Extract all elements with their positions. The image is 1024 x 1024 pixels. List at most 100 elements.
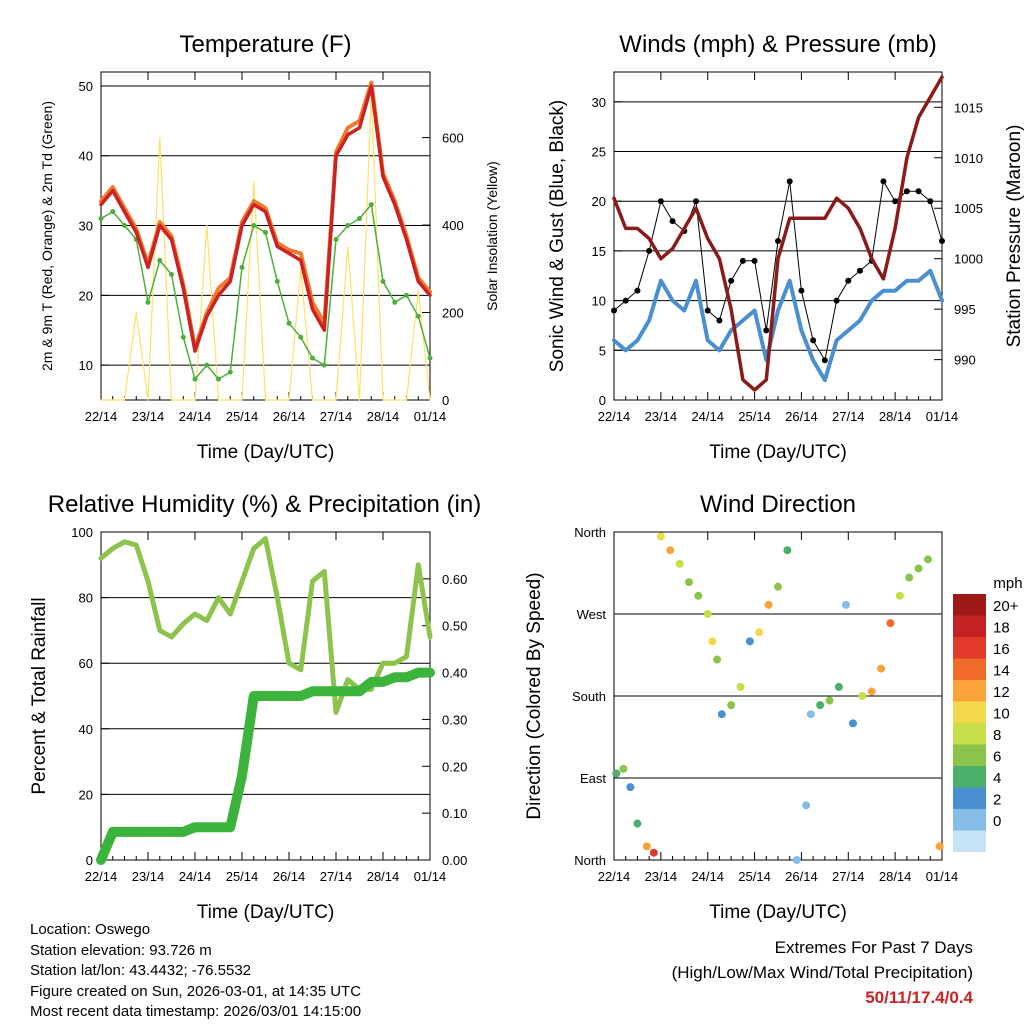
direction-point (802, 801, 811, 810)
direction-point (649, 848, 658, 857)
y-tick-label: 60 (79, 656, 93, 671)
y2-tick-label: 0.60 (442, 572, 467, 587)
latlon-text: Station lat/lon: 43.4432; -76.5532 (30, 962, 252, 979)
legend-label: 2 (993, 792, 1001, 809)
direction-point (774, 582, 782, 591)
gust-point (775, 237, 781, 244)
x-axis-label: Time (Day/UTC) (709, 442, 847, 463)
y2-tick-label: 995 (954, 302, 976, 317)
direction-point (841, 600, 850, 609)
direction-point (935, 842, 944, 851)
x-tick-label: 28/14 (367, 409, 400, 424)
x-tick-label: 24/14 (691, 869, 724, 884)
direction-point (923, 555, 932, 564)
legend-label: 0 (993, 813, 1001, 830)
gust-point (821, 357, 828, 364)
y-tick-label: 40 (79, 149, 93, 164)
x-tick-label: 23/14 (645, 409, 678, 424)
y-axis-label: Direction (Colored By Speed) (524, 572, 545, 819)
y2-tick-label: 990 (954, 353, 976, 368)
x-tick-label: 01/14 (926, 409, 959, 424)
chart-title: Relative Humidity (%) & Precipitation (i… (48, 491, 481, 518)
x-tick-label: 25/14 (226, 409, 259, 424)
solar-insolation-line (100, 93, 431, 401)
legend-swatch (953, 615, 986, 637)
direction-point (886, 619, 895, 628)
station-info: Location: Oswego Station elevation: 93.7… (30, 920, 361, 1023)
x-tick-label: 01/14 (414, 409, 447, 424)
gust-point (646, 247, 653, 254)
x-tick-label: 26/14 (785, 869, 818, 884)
gust-point (927, 198, 934, 205)
x-tick-label: 01/14 (926, 869, 959, 884)
legend-swatch (953, 766, 986, 788)
y-tick-label: 10 (592, 294, 606, 309)
x-axis-label: Time (Day/UTC) (197, 442, 335, 463)
direction-point (708, 637, 717, 646)
legend-swatch (953, 830, 986, 852)
x-axis-label: Time (Day/UTC) (197, 902, 335, 923)
y-tick-label: 20 (592, 194, 606, 209)
direction-chart: Wind DirectionNorthEastSouthWestNorth22/… (524, 491, 1023, 923)
legend-label: 4 (993, 770, 1001, 787)
t2m-line (99, 84, 432, 353)
y-tick-label: 20 (79, 787, 93, 802)
x-tick-label: 01/14 (414, 869, 447, 884)
direction-point (694, 591, 703, 600)
direction-point (764, 600, 773, 609)
x-tick-label: 28/14 (367, 869, 400, 884)
gust-point (798, 287, 805, 294)
created-text: Figure created on Sun, 2026-03-01, at 14… (30, 982, 362, 1000)
y-tick-label: North (574, 525, 606, 540)
gust-point (845, 277, 852, 284)
legend-swatch (953, 787, 986, 809)
x-tick-label: 28/14 (879, 869, 912, 884)
y-tick-label: 25 (592, 145, 606, 160)
legend-swatch (953, 723, 986, 745)
gust-point (786, 178, 793, 185)
legend-label: 6 (993, 749, 1001, 766)
direction-point (619, 764, 628, 773)
temperature-chart: Temperature (F) 10 20 30 40 50 0 200 400 600 22/14… (39, 31, 500, 463)
x-tick-label: 24/14 (179, 409, 212, 424)
x-tick-label: 25/14 (738, 869, 771, 884)
direction-point (642, 842, 651, 851)
x-tick-label: 22/14 (85, 409, 118, 424)
elevation-text: Station elevation: 93.726 m (30, 941, 212, 959)
direction-point (895, 591, 904, 600)
y-axis-label: 2m & 9m T (Red, Orange) & 2m Td (Green) (39, 101, 55, 371)
x-tick-label: 24/14 (179, 869, 212, 884)
legend-label: 10 (993, 706, 1010, 723)
dewpoint-line (100, 203, 431, 380)
gust-point (915, 188, 922, 195)
gust-point (622, 297, 629, 304)
gust-point (669, 218, 676, 225)
y2-tick-label: 0.40 (442, 666, 467, 681)
legend-swatch (953, 637, 986, 659)
pressure-line (612, 75, 944, 392)
y2-tick-label: 1005 (954, 201, 983, 216)
x-tick-label: 23/14 (132, 409, 165, 424)
y2-tick-label: 1010 (954, 151, 983, 166)
y-tick-label: 10 (79, 358, 93, 373)
x-tick-label: 26/14 (273, 409, 306, 424)
direction-point (755, 628, 764, 637)
gust-point (939, 237, 945, 244)
x-tick-label: 28/14 (879, 409, 912, 424)
y2-tick-label: 1000 (954, 252, 983, 267)
y-tick-label: North (574, 853, 606, 868)
gust-point (903, 188, 910, 195)
x-axis-label: Time (Day/UTC) (709, 902, 847, 923)
y-tick-label: 30 (79, 219, 93, 234)
y-tick-label: 50 (79, 79, 93, 94)
direction-point (816, 701, 825, 710)
y-axis-label: Station Pressure (Maroon) (1004, 125, 1024, 348)
y-axis-label: Percent & Total Rainfall (29, 597, 50, 794)
timestamp-text: Most recent data timestamp: 2026/03/01 1… (30, 1003, 362, 1020)
y-tick-label: 80 (79, 591, 93, 606)
legend-swatch (953, 744, 986, 766)
direction-point (834, 682, 843, 691)
gust-point (892, 198, 899, 205)
legend-swatch (953, 594, 986, 616)
